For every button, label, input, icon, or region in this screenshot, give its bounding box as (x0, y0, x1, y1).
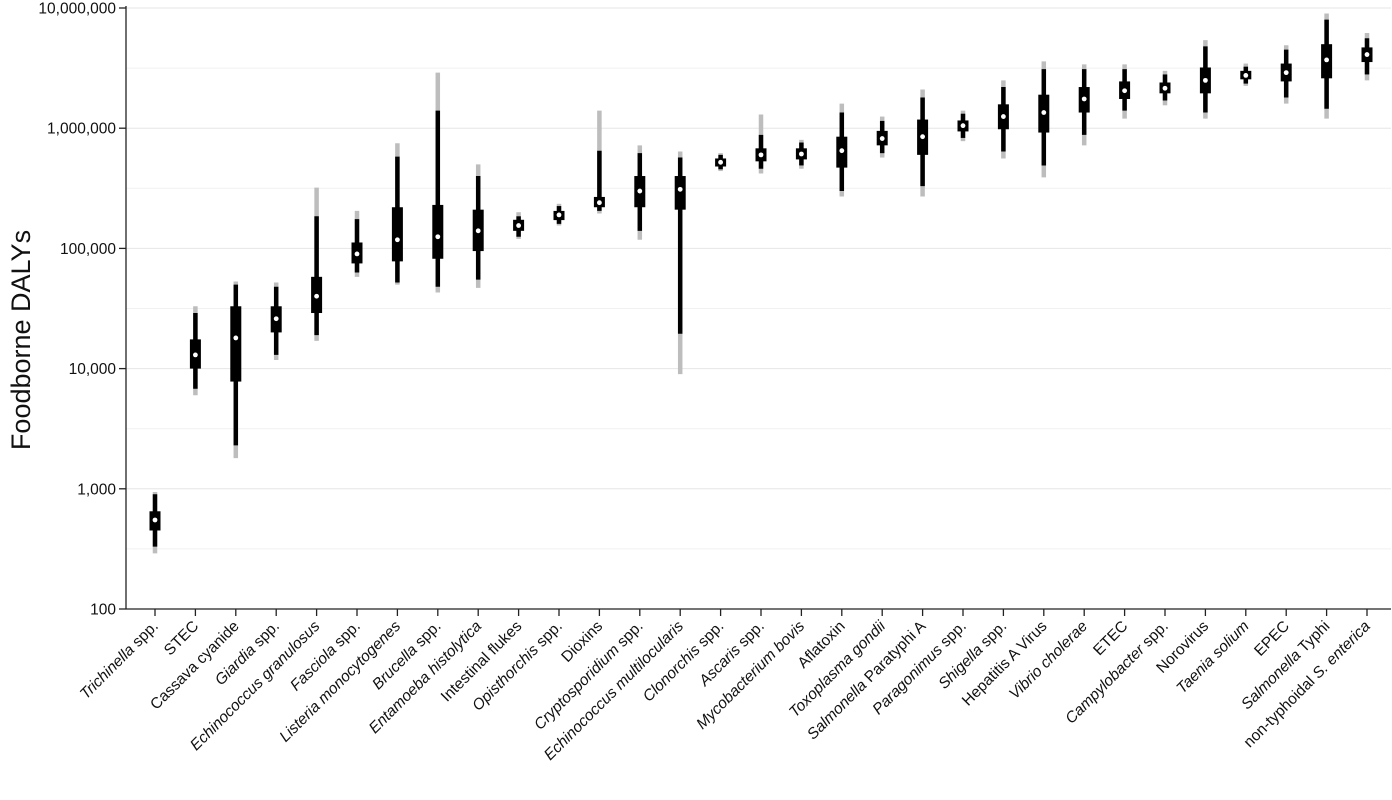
median-point (435, 234, 441, 240)
median-point (879, 136, 885, 141)
interval-group (1321, 13, 1333, 119)
interval-group (1038, 61, 1050, 178)
x-tick-label-part: spp. (247, 618, 283, 654)
x-tick-label-part: spp. (934, 618, 970, 654)
interval-group (270, 282, 282, 360)
median-point (1081, 96, 1087, 102)
interval-group (189, 306, 201, 396)
median-point (516, 223, 521, 228)
x-tick-label-part: spp. (530, 618, 566, 654)
median-point (314, 293, 319, 299)
median-point (1001, 114, 1006, 119)
median-point (1283, 70, 1289, 76)
interval-group (1280, 45, 1292, 104)
interval-group (876, 116, 888, 158)
interval-group (1078, 64, 1090, 146)
interval-group (674, 151, 686, 375)
median-point (839, 148, 845, 154)
x-tick-label-part: spp. (974, 618, 1010, 654)
x-tick-label: Taenia solium (1173, 618, 1252, 697)
y-tick-label: 1,000,000 (47, 121, 116, 138)
x-tick-label-part: Taenia solium (1173, 618, 1252, 697)
gridlines (126, 7, 1391, 610)
ci50-box (230, 306, 242, 382)
interval-group (957, 110, 969, 142)
median-point (233, 335, 239, 341)
interval-group (795, 139, 807, 169)
median-point (1162, 85, 1168, 91)
y-tick-label: 1,000 (77, 481, 116, 498)
interval-group (1159, 70, 1171, 106)
median-point (1122, 88, 1127, 94)
x-tick-label-part: Trichinella (77, 641, 138, 702)
interval-group (715, 153, 727, 172)
ci50-box (432, 204, 444, 259)
median-point (1324, 57, 1329, 63)
median-point (677, 186, 683, 192)
interval-group (634, 145, 646, 240)
median-point (758, 152, 764, 158)
median-point (1243, 72, 1249, 78)
interval-group (917, 89, 929, 197)
median-point (193, 352, 198, 358)
x-tick-label-part: spp. (409, 618, 445, 654)
interval-group (836, 103, 848, 197)
interval-group (351, 210, 363, 277)
interval-group (391, 143, 403, 285)
x-tick-label-part: non-typhoidal (1241, 670, 1322, 751)
median-point (1203, 77, 1208, 83)
interval-group (311, 187, 323, 341)
ci50-box (391, 207, 403, 262)
median-point (152, 517, 158, 523)
median-point (1041, 110, 1047, 115)
x-tick-label-part: spp. (732, 618, 768, 654)
interval-group (149, 492, 161, 554)
y-tick-label: 10,000 (69, 361, 117, 378)
interval-group (432, 72, 444, 293)
interval-group (553, 203, 565, 226)
y-tick-label: 100,000 (60, 241, 116, 258)
y-tick-label: 100 (90, 602, 116, 619)
x-tick-label: Trichinella spp. (77, 618, 162, 703)
median-point (556, 212, 562, 218)
interval-group (1199, 40, 1211, 119)
median-point (597, 200, 602, 206)
interval-group (513, 212, 525, 239)
y-axis-title: Foodborne DALYs (6, 230, 36, 450)
median-point (718, 159, 723, 165)
x-tick-label-part: spp. (611, 618, 647, 654)
median-point (354, 251, 360, 257)
interval-group (997, 80, 1009, 159)
interval-group (1361, 32, 1373, 81)
x-axis (126, 608, 1391, 616)
x-tick-label-part: spp. (126, 618, 162, 654)
median-point (637, 188, 643, 194)
x-tick-label-part: spp. (692, 618, 728, 654)
median-point (1364, 52, 1370, 57)
interval-group (1119, 64, 1131, 119)
y-axis: 100 1,000 10,000 100,000 1,000,000 10,000,000 (38, 1, 127, 619)
median-point (475, 228, 481, 234)
interval-group (472, 164, 484, 288)
median-point (799, 151, 804, 157)
ci50-box (674, 176, 686, 210)
median-point (273, 316, 279, 322)
median-point (395, 237, 400, 243)
interval-group (1240, 63, 1252, 86)
interval-marks (149, 13, 1373, 554)
interval-group (230, 281, 242, 459)
median-point (960, 123, 966, 129)
interval-group (755, 114, 767, 174)
y-tick-label: 10,000,000 (38, 1, 116, 18)
x-tick-label-part: spp. (1136, 618, 1172, 654)
interval-group (593, 110, 605, 214)
x-tick-label-part: spp. (328, 618, 364, 654)
median-point (920, 134, 925, 140)
